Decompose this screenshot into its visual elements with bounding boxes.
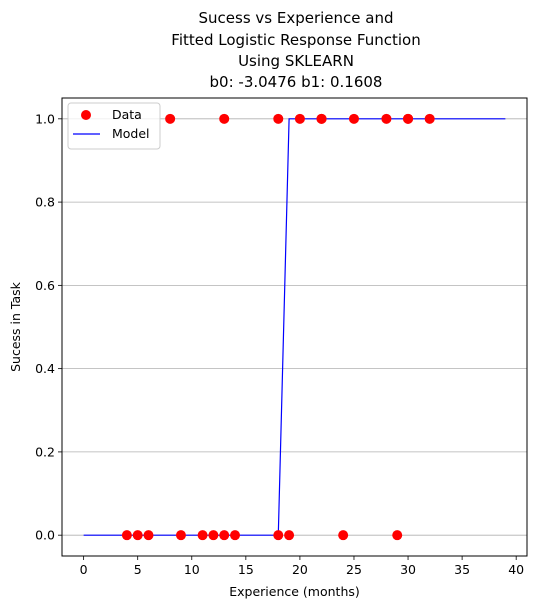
legend-box <box>67 102 161 150</box>
data-point <box>230 530 241 541</box>
x-tick-label: 10 <box>184 562 200 577</box>
data-point <box>273 530 284 541</box>
title-line-1: Sucess vs Experience and <box>199 9 394 27</box>
title-line-2: Fitted Logistic Response Function <box>171 31 420 49</box>
y-axis-label: Sucess in Task <box>8 281 23 372</box>
data-point <box>338 530 349 541</box>
data-point <box>403 113 414 124</box>
data-point <box>294 113 305 124</box>
data-point <box>348 113 359 124</box>
x-tick-label: 25 <box>346 562 362 577</box>
data-point <box>392 530 403 541</box>
data-point <box>197 530 208 541</box>
y-tick-label: 0.8 <box>35 195 55 210</box>
x-tick-label: 0 <box>80 562 88 577</box>
legend: Data Model <box>67 102 161 150</box>
x-tick-label: 20 <box>292 562 308 577</box>
title-line-4: b0: -3.0476 b1: 0.1608 <box>210 73 383 91</box>
data-point <box>121 530 132 541</box>
data-point <box>208 530 219 541</box>
plot-series <box>83 113 506 541</box>
data-point <box>219 113 230 124</box>
x-tick-label: 30 <box>400 562 416 577</box>
data-point <box>273 113 284 124</box>
legend-data-marker <box>81 110 91 120</box>
y-tick-label: 0.4 <box>35 361 55 376</box>
x-tick-label: 15 <box>238 562 254 577</box>
data-point <box>219 530 230 541</box>
chart-title: Sucess vs Experience and Fitted Logistic… <box>171 9 420 91</box>
y-tick-label: 0.6 <box>35 278 55 293</box>
title-line-3: Using SKLEARN <box>238 52 354 70</box>
x-tick-label: 5 <box>134 562 142 577</box>
x-tick-label: 40 <box>508 562 524 577</box>
x-axis-label: Experience (months) <box>229 584 360 599</box>
x-tick-label: 35 <box>454 562 470 577</box>
data-point <box>143 530 154 541</box>
data-point <box>132 530 143 541</box>
data-point <box>381 113 392 124</box>
legend-label-model: Model <box>112 126 150 141</box>
y-tick-label: 0.2 <box>35 444 55 459</box>
y-tick-label: 1.0 <box>35 111 55 126</box>
legend-label-data: Data <box>112 107 142 122</box>
data-point <box>424 113 435 124</box>
plot-frame <box>61 97 528 557</box>
data-point <box>175 530 186 541</box>
data-point <box>284 530 295 541</box>
y-tick-label: 0.0 <box>35 528 55 543</box>
data-point <box>165 113 176 124</box>
axis-ticks: 0 5 10 15 20 25 30 35 40 0.0 0.2 0.4 0.6 0.8 1.0 <box>35 111 524 577</box>
data-point <box>316 113 327 124</box>
